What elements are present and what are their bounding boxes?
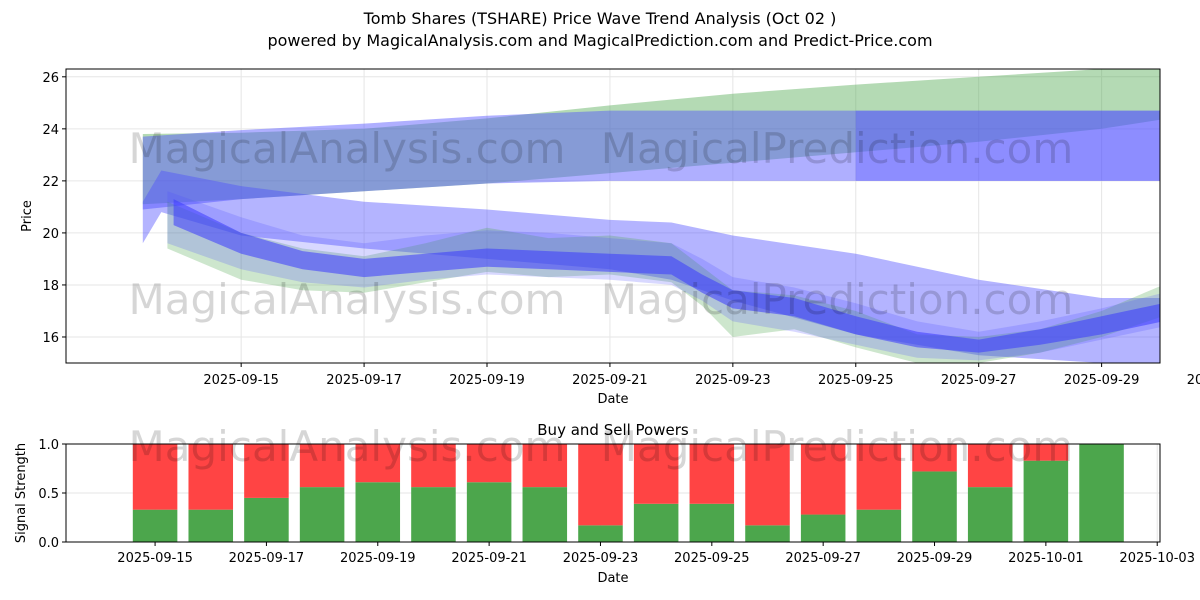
sell-bar: [188, 444, 234, 510]
sell-bar: [411, 444, 456, 488]
x-tick-label: 2025-09-15: [203, 373, 279, 388]
sell-bar: [856, 444, 902, 510]
chart-subtitle: powered by MagicalAnalysis.com and Magic…: [267, 31, 933, 50]
x-tick-label: 2025-09-19: [449, 373, 525, 388]
band-green-wave: [167, 201, 1160, 363]
y-tick-label: 24: [42, 123, 59, 138]
x-tick-label: 2025-09-25: [818, 373, 894, 388]
watermark-layer: MagicalAnalysis.com MagicalPrediction.com…: [129, 124, 1074, 471]
x-tick-label: 2025-10-03: [1119, 551, 1195, 566]
buy-bar: [745, 525, 790, 542]
watermark: MagicalPrediction.com: [601, 275, 1074, 324]
y-tick-label: 16: [42, 331, 59, 346]
sell-bar: [244, 444, 289, 498]
subplot-title: Buy and Sell Powers: [537, 421, 689, 439]
chart-title: Tomb Shares (TSHARE) Price Wave Trend An…: [363, 9, 837, 28]
y-axis-label: Price: [20, 200, 35, 232]
x-tick-label: 2025-09-19: [340, 551, 416, 566]
sell-bar: [522, 444, 568, 488]
buy-bar: [522, 487, 568, 542]
x-tick-label: 2025-09-17: [229, 551, 305, 566]
x-tick-label: 2025-09-15: [117, 551, 193, 566]
buy-bar: [689, 503, 735, 542]
buy-bar: [466, 482, 512, 542]
x-tick-label: 2025-10-01: [1008, 551, 1084, 566]
buy-bar: [967, 487, 1013, 542]
y-tick-label: 0.5: [38, 487, 59, 502]
y-tick-label: 0.0: [38, 536, 59, 551]
x-tick-label: 2025-09-23: [563, 551, 639, 566]
sell-bar: [355, 444, 401, 483]
buy-bar: [633, 503, 679, 542]
watermark: MagicalPrediction.com: [601, 124, 1074, 173]
band-blue-upper-right-band: [855, 110, 1160, 181]
buy-bar: [1023, 460, 1069, 542]
y-tick-label: 1.0: [38, 438, 59, 453]
bands-group: [142, 69, 1160, 363]
x-tick-label: 2025-09-25: [674, 551, 750, 566]
x-axis-label: Date: [597, 392, 628, 407]
band-blue-wave-outer: [167, 191, 1160, 361]
sell-bar: [745, 444, 790, 526]
buy-bar: [188, 509, 234, 542]
band-blue-wide-upper: [142, 110, 1160, 210]
sell-bar: [1023, 444, 1069, 461]
y-tick-label: 22: [42, 175, 59, 190]
buy-bar: [132, 509, 178, 542]
buy-bar: [800, 514, 846, 542]
sell-bar: [299, 444, 345, 488]
sell-bar: [967, 444, 1013, 488]
band-green-wide-upper: [142, 69, 1160, 205]
x-tick-label: 2025-09-29: [897, 551, 973, 566]
buy-bar: [856, 509, 902, 542]
watermark: MagicalAnalysis.com: [129, 275, 566, 324]
buy-sell-powers-plot: 0.0 0.5 1.0 2025-09-15 2025-09-17 2025-09-19 2…: [14, 421, 1195, 586]
sell-bar: [466, 444, 512, 483]
sell-bar: [912, 444, 957, 472]
buy-bar: [411, 487, 456, 542]
sell-bar: [578, 444, 623, 526]
buy-bar: [355, 482, 401, 542]
x-tick-label: 2025-10-01: [1187, 373, 1200, 388]
sell-bar: [633, 444, 679, 504]
plot-frame: [65, 68, 1161, 364]
x-axis-label: Date: [597, 571, 628, 586]
band-blue-wave-core: [173, 199, 1160, 353]
watermark: MagicalAnalysis.com: [129, 422, 566, 471]
x-tick-label: 2025-09-21: [451, 551, 527, 566]
price-wave-plot: 16 18 20 22 24 26 2025-09-15 2025-09-17 2025-09-…: [20, 68, 1200, 407]
buy-bar: [912, 471, 957, 542]
buy-bar: [1079, 444, 1124, 542]
buy-bar: [578, 525, 623, 542]
y-tick-label: 18: [42, 279, 59, 294]
watermark: MagicalAnalysis.com: [129, 124, 566, 173]
y-tick-label: 26: [42, 71, 59, 86]
y-axis-label: Signal Strength: [14, 443, 29, 543]
x-tick-label: 2025-09-23: [695, 373, 771, 388]
buy-bar: [244, 497, 289, 542]
y-tick-label: 20: [42, 227, 59, 242]
x-tick-label: 2025-09-27: [785, 551, 861, 566]
sell-bar: [800, 444, 846, 515]
sell-bar: [689, 444, 735, 504]
sell-bar: [132, 444, 178, 510]
buy-bar: [299, 487, 345, 542]
x-tick-label: 2025-09-29: [1064, 373, 1140, 388]
x-tick-label: 2025-09-21: [572, 373, 648, 388]
watermark: MagicalPrediction.com: [601, 422, 1074, 471]
x-tick-label: 2025-09-27: [941, 373, 1017, 388]
x-tick-label: 2025-09-17: [326, 373, 402, 388]
